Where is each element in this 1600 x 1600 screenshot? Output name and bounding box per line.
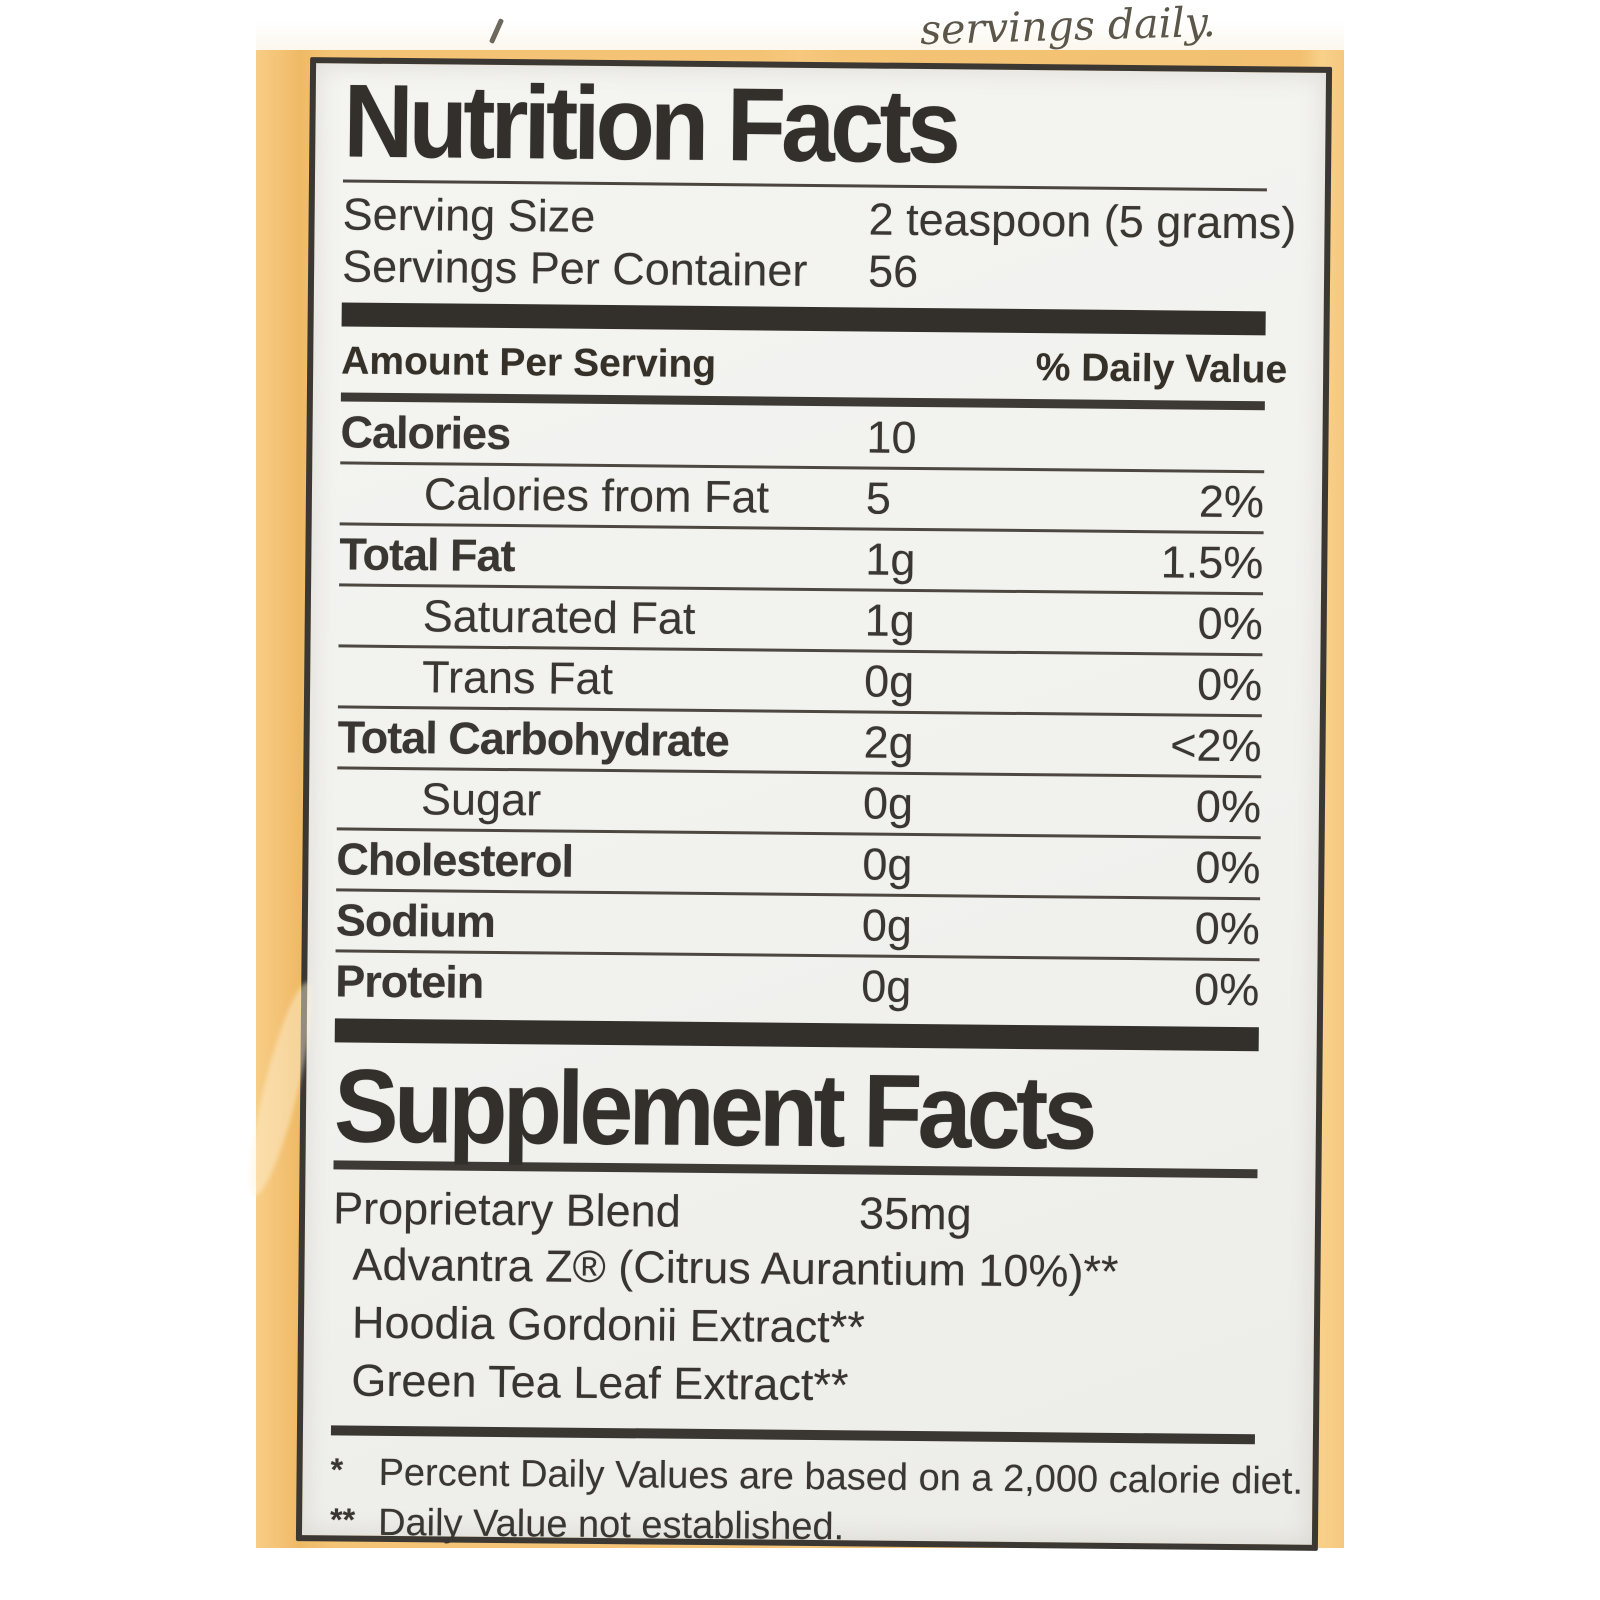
- nutrient-name: Protein: [335, 955, 484, 1008]
- nutrient-row-total-carbohydrate: Total Carbohydrate 2g <2%: [337, 708, 1262, 779]
- serving-size-label: Serving Size: [342, 188, 596, 242]
- nutrient-dv: 0%: [1194, 902, 1261, 955]
- servings-per-container-value: 56: [867, 245, 919, 297]
- nutrient-name: Sodium: [335, 894, 496, 947]
- serving-size-value: 2 teaspoon (5 grams): [868, 193, 1297, 249]
- nutrient-row-total-fat: Total Fat 1g 1.5%: [339, 525, 1264, 596]
- supplement-facts-title: Supplement Facts: [333, 1048, 1094, 1172]
- nutrient-amount: 2g: [863, 716, 914, 768]
- nutrition-label-panel: Nutrition Facts Serving Size 2 teaspoon …: [295, 57, 1333, 1551]
- nutrient-dv: 0%: [1195, 780, 1262, 833]
- section-bar: [334, 1018, 1259, 1052]
- nutrient-name: Total Fat: [339, 528, 515, 582]
- nutrient-row-protein: Protein 0g 0%: [335, 952, 1260, 1019]
- nutrient-amount: 10: [866, 411, 917, 463]
- label-content: Nutrition Facts Serving Size 2 teaspoon …: [302, 63, 1326, 1548]
- supplement-ingredient: Hoodia Gordonii Extract**: [351, 1296, 865, 1353]
- nutrient-row-cholesterol: Cholesterol 0g 0%: [336, 830, 1261, 901]
- nutrient-amount: 0g: [861, 899, 913, 951]
- amount-per-serving-header: Amount Per Serving: [341, 339, 717, 387]
- footnote-marker: *: [330, 1451, 344, 1488]
- photo-top-clipped-print: servings daily.: [256, 0, 1344, 50]
- nutrient-name: Calories: [340, 406, 511, 460]
- nutrient-amount: 0g: [863, 655, 915, 707]
- nutrient-row-saturated-fat: Saturated Fat 1g 0%: [338, 586, 1264, 657]
- daily-value-header: % Daily Value: [1035, 346, 1288, 392]
- serving-size-row: Serving Size 2 teaspoon (5 grams): [342, 188, 1296, 249]
- nutrient-name: Sugar: [420, 773, 542, 826]
- nutrient-row-trans-fat: Trans Fat 0g 0%: [337, 647, 1263, 718]
- nutrient-amount: 5: [865, 472, 892, 524]
- nutrient-amount: 0g: [861, 960, 912, 1012]
- nutrient-dv: 0%: [1196, 658, 1263, 711]
- nutrient-amount: 0g: [862, 777, 914, 829]
- nutrition-facts-title: Nutrition Facts: [342, 63, 957, 186]
- column-header-row: Amount Per Serving % Daily Value: [341, 338, 1287, 401]
- nutrient-dv: [1076, 411, 1265, 471]
- servings-per-container-label: Servings Per Container: [341, 240, 808, 296]
- nutrient-dv: 0%: [1197, 597, 1263, 650]
- supplement-ingredient: Advantra Z® (Citrus Aurantium 10%)**: [352, 1238, 1119, 1297]
- blend-name: Proprietary Blend: [332, 1182, 682, 1237]
- nutrient-dv: 0%: [1195, 841, 1261, 894]
- footnote-text: Daily Value not established.: [377, 1501, 845, 1549]
- nutrient-name: Saturated Fat: [422, 590, 696, 644]
- nutrient-dv: 0%: [1193, 963, 1260, 1016]
- footnote-marker: **: [329, 1501, 356, 1538]
- nutrient-name: Total Carbohydrate: [337, 711, 730, 767]
- product-photo: Nutrition Facts Serving Size 2 teaspoon …: [256, 50, 1344, 1551]
- nutrient-amount: 1g: [864, 594, 916, 646]
- footnote-daily-values: * Percent Daily Values are based on a 2,…: [330, 1447, 1303, 1506]
- nutrient-row-calories: Calories 10: [340, 403, 1265, 474]
- servings-per-container-row: Servings Per Container 56: [342, 240, 1266, 301]
- nutrient-dv: <2%: [1170, 719, 1262, 772]
- section-bar: [341, 302, 1266, 336]
- nutrient-name: Cholesterol: [336, 833, 574, 887]
- nutrient-dv: 1.5%: [1160, 536, 1264, 589]
- supplement-ingredient: Green Tea Leaf Extract**: [351, 1354, 849, 1411]
- nutrient-dv: 2%: [1198, 475, 1265, 528]
- blend-amount: 35mg: [858, 1187, 972, 1240]
- nutrient-amount: 1g: [865, 533, 916, 585]
- footnote-dv-not-established: ** Daily Value not established.: [330, 1497, 1254, 1556]
- nutrient-row-calories-from-fat: Calories from Fat 5 2%: [339, 464, 1265, 535]
- nutrient-name: Trans Fat: [421, 651, 614, 705]
- nutrient-row-sugar: Sugar 0g 0%: [336, 769, 1262, 840]
- divider: [330, 1425, 1255, 1445]
- clipped-suggested-use-text: servings daily.: [919, 0, 1217, 50]
- clipped-print-stroke: [488, 18, 505, 44]
- proprietary-blend-row: Proprietary Blend 35mg: [333, 1181, 1257, 1244]
- nutrient-row-sodium: Sodium 0g 0%: [335, 891, 1261, 962]
- footnote-text: Percent Daily Values are based on a 2,00…: [378, 1451, 1304, 1503]
- nutrient-amount: 0g: [862, 838, 913, 890]
- nutrient-name: Calories from Fat: [423, 468, 770, 523]
